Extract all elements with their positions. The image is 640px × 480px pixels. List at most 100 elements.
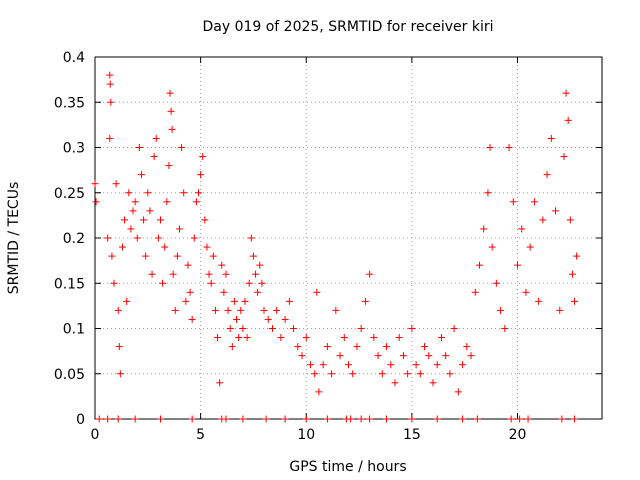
- data-point: [235, 334, 243, 342]
- data-point: [446, 370, 454, 378]
- data-point: [558, 415, 566, 423]
- data-point: [391, 379, 399, 387]
- data-point: [226, 325, 234, 332]
- data-point: [573, 252, 581, 260]
- data-point: [233, 315, 241, 323]
- data-point: [216, 379, 224, 387]
- data-point: [176, 225, 183, 233]
- data-point: [205, 270, 213, 278]
- data-point: [471, 288, 479, 296]
- data-point: [168, 125, 176, 133]
- data-point: [383, 343, 391, 351]
- data-point: [156, 216, 164, 224]
- data-point: [277, 334, 285, 342]
- data-point: [260, 306, 268, 314]
- data-point: [114, 415, 122, 423]
- data-point: [302, 334, 310, 342]
- data-point: [106, 80, 114, 88]
- chart-title: Day 019 of 2025, SRMTID for receiver kir…: [202, 19, 493, 35]
- data-point: [192, 198, 200, 206]
- data-point: [186, 288, 194, 296]
- tick-layer: 0 0.05 0.1 0.15 0.2 0.25 0.3 0.35 0.4 0 5 10 15 20: [54, 50, 602, 443]
- data-point: [357, 415, 365, 423]
- data-point: [91, 180, 99, 188]
- data-point: [95, 415, 103, 423]
- data-point: [222, 270, 230, 278]
- data-point: [315, 388, 323, 396]
- data-point: [340, 334, 348, 342]
- data-point: [516, 415, 524, 423]
- data-point: [146, 207, 154, 215]
- data-point: [306, 361, 314, 369]
- data-point: [220, 288, 228, 296]
- data-point: [239, 325, 247, 332]
- data-point: [281, 315, 289, 323]
- data-point: [281, 415, 289, 423]
- data-point: [323, 343, 331, 351]
- data-point: [328, 370, 336, 378]
- data-point: [127, 225, 135, 233]
- data-point: [514, 261, 521, 269]
- data-point: [222, 415, 230, 423]
- data-point: [118, 243, 126, 251]
- data-point: [214, 334, 222, 342]
- data-point: [552, 207, 560, 215]
- y-tick-label: 0.35: [54, 95, 85, 111]
- data-point: [378, 370, 386, 378]
- data-point: [243, 334, 251, 342]
- data-point: [387, 361, 395, 369]
- data-point: [173, 252, 181, 260]
- data-point: [526, 243, 534, 251]
- data-point: [114, 306, 122, 314]
- data-point: [497, 306, 505, 314]
- data-point: [507, 415, 515, 423]
- data-point: [524, 415, 532, 423]
- data-point: [135, 144, 143, 151]
- y-tick-label: 0.1: [63, 322, 85, 338]
- data-point: [518, 225, 526, 233]
- y-tick-label: 0.05: [54, 367, 85, 383]
- data-point: [171, 306, 179, 314]
- data-point: [228, 343, 236, 351]
- data-point: [199, 153, 207, 161]
- data-point: [539, 216, 547, 224]
- data-point: [429, 379, 437, 387]
- data-point: [442, 352, 450, 360]
- x-tick-label: 15: [403, 427, 421, 443]
- data-point: [165, 162, 173, 170]
- data-point: [332, 306, 340, 314]
- data-point: [383, 415, 391, 423]
- data-point: [509, 198, 517, 206]
- data-point: [154, 234, 162, 242]
- data-point: [112, 180, 120, 188]
- data-point: [230, 297, 238, 305]
- data-point: [133, 234, 141, 242]
- data-point: [486, 144, 494, 151]
- data-point: [480, 225, 488, 233]
- data-point: [437, 334, 445, 342]
- data-point: [433, 415, 441, 423]
- data-point: [349, 370, 357, 378]
- y-tick-label: 0.25: [54, 186, 85, 202]
- data-point: [169, 270, 177, 278]
- data-point: [560, 153, 568, 161]
- data-point: [473, 415, 481, 423]
- data-point: [152, 134, 160, 142]
- data-point: [522, 288, 530, 296]
- data-point: [264, 315, 272, 323]
- data-point: [463, 343, 471, 351]
- data-point: [311, 370, 319, 378]
- data-point: [140, 216, 148, 224]
- data-point: [268, 325, 276, 332]
- data-point: [195, 189, 203, 197]
- data-point: [568, 270, 576, 278]
- data-point: [258, 279, 266, 287]
- data-point: [564, 116, 572, 124]
- data-point: [273, 306, 281, 314]
- data-point: [107, 98, 115, 106]
- data-point: [237, 306, 245, 314]
- data-point: [433, 361, 441, 369]
- data-point: [188, 415, 196, 423]
- data-point: [302, 415, 310, 423]
